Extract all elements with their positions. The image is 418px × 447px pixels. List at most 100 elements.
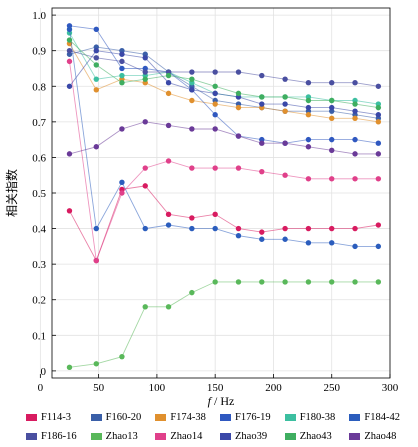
data-point-zhao13 — [119, 353, 125, 360]
legend-swatch — [26, 433, 37, 440]
legend-swatch — [284, 414, 296, 421]
data-point-f184-42 — [352, 243, 358, 250]
legend-item: Zhao13 — [90, 431, 156, 442]
data-point-f184-42 — [375, 243, 382, 250]
data-point-zhao43 — [259, 94, 265, 100]
legend: F114-3 F160-20 F174-38 F176-19 F180-38 F184-4… — [26, 408, 414, 446]
legend-label: F184-42 — [364, 412, 400, 423]
data-point-zhao43 — [282, 94, 288, 100]
y-tick-label: 0.9 — [32, 46, 46, 58]
legend-item: F186-16 — [26, 431, 91, 442]
data-point-f174-38 — [212, 101, 218, 107]
data-point-zhao13 — [282, 279, 288, 285]
x-tick-label: 0 — [38, 382, 44, 394]
data-point-zhao13 — [305, 279, 312, 285]
data-point-zhao14 — [305, 176, 312, 182]
data-point-zhao48 — [142, 119, 148, 125]
data-point-f186-16 — [305, 80, 312, 86]
legend-label: F180-38 — [299, 412, 336, 423]
data-point-zhao14 — [142, 165, 148, 171]
data-point-f176-19 — [93, 26, 99, 33]
data-point-zhao43 — [119, 80, 125, 86]
data-point-zhao14 — [329, 176, 335, 182]
data-point-f184-42 — [66, 26, 73, 33]
series-zhao43 — [66, 37, 382, 111]
data-point-f186-16 — [352, 80, 358, 86]
legend-label: Zhao39 — [235, 431, 268, 442]
data-point-zhao14 — [119, 190, 125, 196]
data-point-zhao43 — [165, 72, 172, 79]
data-point-zhao39 — [165, 80, 172, 86]
data-point-zhao13 — [93, 361, 99, 367]
series-zhao39 — [66, 47, 382, 118]
legend-item: Zhao14 — [155, 431, 220, 442]
series-line-zhao39 — [69, 50, 379, 116]
data-point-zhao48 — [259, 140, 265, 146]
data-point-zhao39 — [189, 87, 195, 93]
data-point-f186-16 — [119, 58, 125, 65]
data-point-f114-3 — [142, 183, 148, 189]
legend-swatch — [349, 433, 361, 440]
x-tick-label: 150 — [207, 382, 224, 394]
data-point-f176-19 — [212, 112, 218, 118]
data-point-f114-3 — [189, 215, 195, 221]
series-zhao13 — [66, 279, 382, 371]
data-point-f186-16 — [212, 69, 218, 75]
data-point-f184-42 — [165, 222, 172, 228]
data-point-f174-38 — [305, 112, 312, 118]
legend-item: Zhao43 — [284, 431, 350, 442]
series-line-zhao48 — [69, 121, 379, 155]
y-tick-label: 0.6 — [32, 152, 46, 164]
data-point-f184-42 — [235, 232, 242, 239]
data-point-f174-38 — [375, 119, 382, 125]
legend-swatch — [90, 433, 102, 440]
legend-swatch — [26, 414, 37, 421]
x-tick-label: 100 — [149, 382, 166, 394]
data-point-f186-16 — [142, 69, 148, 75]
data-point-zhao48 — [66, 151, 73, 157]
data-point-zhao14 — [165, 158, 172, 164]
legend-row: F114-3 F160-20 F174-38 F176-19 F180-38 F184-4… — [26, 408, 414, 427]
data-point-zhao39 — [119, 51, 125, 57]
series-line-f160-20 — [69, 46, 379, 119]
data-point-zhao14 — [352, 176, 358, 182]
data-point-zhao48 — [212, 126, 218, 132]
y-tick-label: 0.4 — [32, 224, 46, 236]
legend-item: F184-42 — [349, 412, 414, 423]
data-point-zhao48 — [329, 147, 335, 154]
data-point-f114-3 — [212, 211, 218, 218]
legend-item: Zhao48 — [349, 431, 414, 442]
legend-item: F160-20 — [90, 412, 156, 423]
data-point-zhao39 — [282, 101, 288, 107]
legend-label: F186-16 — [41, 431, 77, 442]
data-point-zhao39 — [352, 108, 358, 114]
data-point-zhao43 — [375, 104, 382, 111]
data-point-zhao13 — [235, 279, 242, 285]
data-point-f174-38 — [329, 115, 335, 121]
legend-label: Zhao43 — [299, 431, 332, 442]
series-f184-42 — [66, 26, 382, 250]
legend-swatch — [155, 433, 167, 440]
series-zhao48 — [66, 119, 382, 157]
series-f114-3 — [66, 183, 382, 264]
data-point-f186-16 — [259, 72, 265, 79]
data-point-f186-16 — [375, 83, 382, 89]
axis-ticks: 0 50 100 150 200 250 300 0 0.1 0.2 0.3 0.4 0.5 0.6 0.7… — [32, 10, 399, 394]
legend-item: F174-38 — [155, 412, 220, 423]
x-axis-title: f / Hz — [208, 394, 235, 408]
series-line-f184-42 — [69, 29, 379, 247]
data-point-f184-42 — [93, 225, 99, 232]
data-point-zhao48 — [352, 151, 358, 157]
data-point-zhao14 — [375, 176, 382, 182]
data-point-f176-19 — [119, 65, 125, 72]
data-point-zhao13 — [212, 279, 218, 285]
y-tick-label: 1.0 — [32, 10, 46, 22]
data-point-zhao14 — [66, 58, 73, 65]
x-tick-label: 200 — [265, 382, 282, 394]
data-point-zhao13 — [189, 289, 195, 296]
data-point-zhao39 — [305, 104, 312, 111]
data-point-f174-38 — [235, 104, 242, 111]
data-point-zhao48 — [282, 140, 288, 146]
data-point-zhao39 — [93, 47, 99, 54]
data-point-zhao13 — [165, 304, 172, 310]
